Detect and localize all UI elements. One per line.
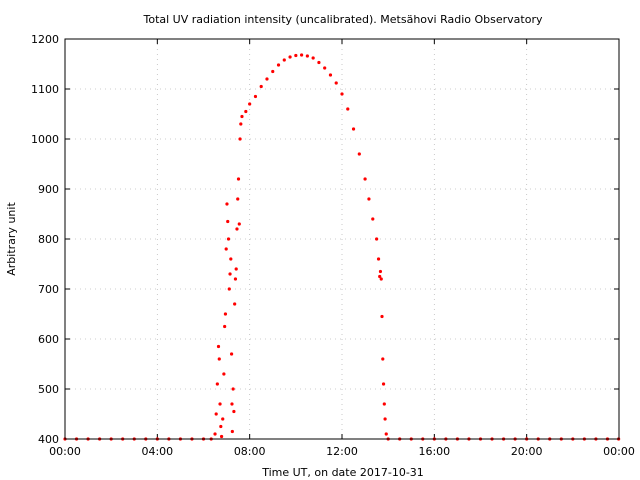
- data-point: [226, 237, 231, 241]
- data-point: [380, 314, 384, 319]
- data-point: [223, 324, 227, 329]
- data-point: [217, 357, 221, 361]
- data-point: [288, 55, 292, 59]
- data-point: [231, 387, 235, 391]
- data-point: [213, 432, 217, 436]
- data-point: [226, 219, 230, 224]
- data-point: [236, 177, 241, 181]
- data-point: [233, 302, 237, 306]
- data-point: [282, 58, 286, 62]
- data-point: [229, 257, 233, 261]
- data-point: [300, 53, 304, 57]
- data-point: [378, 274, 382, 279]
- data-point: [228, 272, 232, 276]
- y-tick-label: 700: [38, 283, 59, 296]
- data-point: [253, 94, 258, 99]
- data-point: [367, 197, 371, 201]
- y-tick-label: 400: [38, 433, 59, 446]
- x-tick-label: 12:00: [326, 445, 358, 458]
- data-point: [232, 409, 236, 414]
- data-point: [351, 127, 356, 131]
- data-point: [317, 60, 321, 65]
- data-point: [346, 107, 350, 111]
- data-point: [223, 312, 228, 316]
- data-point: [214, 412, 218, 416]
- y-tick-label: 800: [38, 233, 59, 246]
- data-point: [376, 257, 381, 261]
- data-point: [230, 402, 234, 406]
- x-tick-label: 16:00: [418, 445, 450, 458]
- data-point: [221, 417, 225, 421]
- data-point: [383, 417, 387, 421]
- data-point: [235, 227, 239, 231]
- data-points: [63, 53, 621, 441]
- data-point: [216, 344, 221, 349]
- x-tick-label: 20:00: [511, 445, 543, 458]
- data-point: [230, 429, 234, 434]
- data-point: [381, 382, 386, 386]
- data-point: [229, 352, 234, 356]
- data-point: [294, 53, 298, 58]
- data-point: [363, 177, 367, 181]
- chart-title: Total UV radiation intensity (uncalibrat…: [143, 13, 543, 26]
- data-point: [227, 287, 231, 291]
- data-point: [323, 66, 327, 70]
- y-tick-label: 1100: [31, 83, 59, 96]
- data-point: [236, 197, 240, 201]
- x-tick-label: 04:00: [141, 445, 173, 458]
- y-tick-label: 1000: [31, 133, 59, 146]
- data-point: [233, 277, 238, 281]
- x-axis-label: Time UT, on date 2017-10-31: [261, 466, 424, 479]
- y-tick-label: 1200: [31, 33, 59, 46]
- data-point: [371, 217, 375, 221]
- data-point: [379, 277, 383, 281]
- axis-ticks: 400 500 600 700 800 900 1000 1100 1200 00:00 04:00…: [31, 33, 635, 458]
- data-point: [259, 84, 263, 89]
- data-point: [375, 237, 379, 241]
- y-tick-label: 900: [38, 183, 59, 196]
- data-point: [328, 73, 333, 77]
- data-point: [244, 109, 248, 114]
- data-point: [265, 77, 269, 81]
- data-point: [238, 137, 242, 141]
- data-point: [382, 402, 386, 406]
- data-point: [276, 63, 281, 67]
- data-point: [222, 372, 226, 376]
- data-point: [334, 81, 338, 85]
- data-point: [234, 267, 238, 271]
- data-point: [219, 434, 224, 439]
- data-point: [381, 357, 385, 361]
- data-point: [384, 432, 388, 436]
- data-point: [378, 269, 383, 274]
- data-point: [340, 92, 344, 96]
- data-point: [271, 69, 275, 74]
- x-tick-label: 00:00: [603, 445, 635, 458]
- x-tick-label: 08:00: [234, 445, 266, 458]
- data-point: [239, 122, 243, 126]
- plot-frame: [64, 38, 620, 440]
- data-point: [357, 152, 361, 156]
- x-tick-label: 00:00: [49, 445, 81, 458]
- data-point: [240, 114, 244, 119]
- y-tick-label: 500: [38, 383, 59, 396]
- y-tick-label: 600: [38, 333, 59, 346]
- data-point: [224, 247, 228, 251]
- data-point: [248, 102, 252, 106]
- grid-lines: [65, 39, 619, 439]
- data-point: [215, 382, 219, 386]
- data-point: [237, 222, 241, 226]
- data-point: [218, 402, 222, 406]
- data-point: [219, 424, 223, 429]
- data-point: [311, 56, 315, 60]
- y-axis-label: Arbitrary unit: [5, 202, 18, 276]
- data-point: [305, 54, 309, 58]
- data-point: [225, 202, 229, 206]
